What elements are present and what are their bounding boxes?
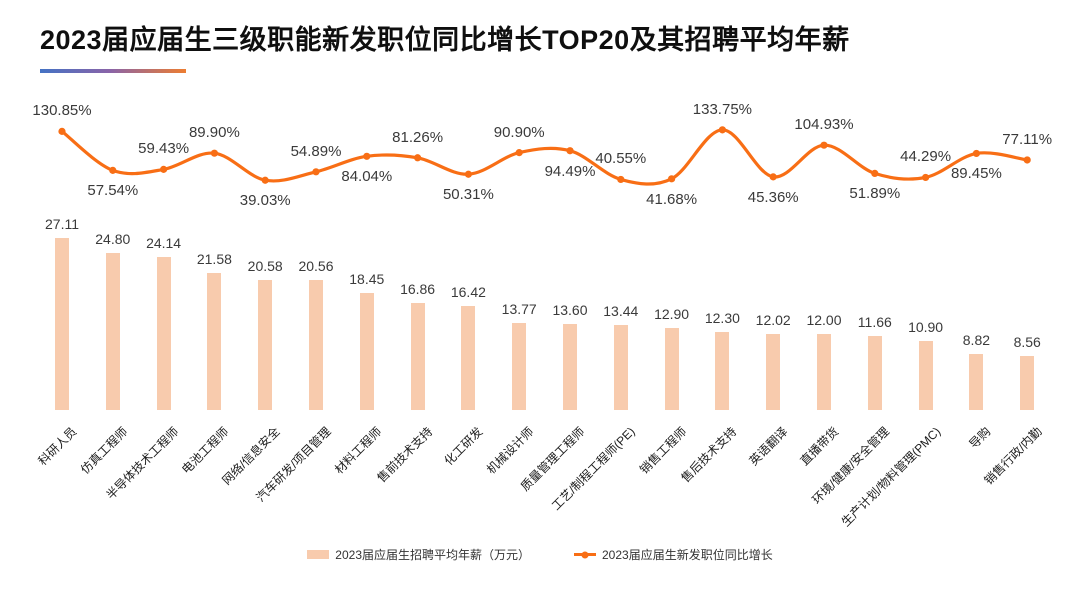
- salary-value-label: 20.58: [247, 257, 283, 274]
- bar-swatch-icon: [307, 550, 330, 559]
- salary-bar: [309, 279, 323, 410]
- title-underline: [40, 69, 186, 73]
- growth-value-label: 89.90%: [188, 124, 240, 142]
- salary-bar: [258, 279, 273, 410]
- growth-value-label: 104.93%: [794, 116, 854, 134]
- line-point-marker: [261, 176, 269, 184]
- line-point-marker: [58, 127, 66, 135]
- line-swatch-icon: [574, 551, 596, 558]
- line-point-marker: [160, 165, 168, 173]
- growth-value-label: 40.55%: [595, 150, 647, 168]
- salary-value-label: 27.11: [45, 216, 79, 233]
- salary-value-label: 11.66: [857, 314, 892, 331]
- salary-bar: [207, 273, 222, 410]
- salary-bar: [817, 333, 831, 410]
- salary-value-label: 21.58: [196, 251, 232, 268]
- growth-value-label: 50.31%: [442, 186, 494, 204]
- growth-value-label: 57.54%: [87, 182, 139, 200]
- salary-value-label: 18.45: [349, 271, 385, 288]
- salary-bar: [461, 305, 476, 410]
- legend-growth-label: 2023届应届生新发职位同比增长: [602, 548, 773, 562]
- line-point-marker: [769, 173, 777, 181]
- growth-value-label: 130.85%: [32, 102, 92, 120]
- line-point-marker: [871, 169, 879, 177]
- category-label: 导购: [966, 424, 994, 452]
- line-point-marker: [718, 126, 727, 134]
- growth-value-label: 51.89%: [849, 185, 901, 203]
- category-label: 化工研发: [441, 424, 486, 469]
- line-point-marker: [1023, 156, 1031, 164]
- salary-value-label: 13.44: [603, 302, 639, 319]
- salary-bar: [613, 324, 628, 410]
- salary-bar: [410, 303, 425, 410]
- legend-item-salary: 2023届应届生招聘平均年薪（万元）: [307, 546, 530, 563]
- category-label: 生产计划/物料管理(PMC): [838, 424, 943, 530]
- line-point-marker: [515, 149, 523, 157]
- salary-value-label: 16.42: [450, 283, 486, 300]
- salary-bar: [512, 322, 527, 410]
- growth-value-label: 54.89%: [290, 142, 342, 160]
- salary-value-label: 24.14: [146, 234, 182, 251]
- growth-value-label: 90.90%: [493, 123, 545, 141]
- salary-bar: [1020, 355, 1035, 410]
- salary-value-label: 24.80: [95, 230, 131, 247]
- salary-value-label: 13.77: [501, 300, 537, 317]
- growth-value-label: 44.29%: [900, 148, 952, 166]
- line-point-marker: [464, 170, 472, 178]
- legend-salary-label: 2023届应届生招聘平均年薪（万元）: [335, 548, 530, 562]
- salary-bar: [563, 323, 577, 410]
- salary-value-label: 12.00: [806, 311, 842, 328]
- legend-item-growth: 2023届应届生新发职位同比增长: [574, 546, 773, 563]
- salary-bar: [766, 333, 781, 410]
- salary-bar: [55, 238, 69, 410]
- category-label: 英语翻译: [746, 424, 791, 469]
- line-point-marker: [414, 154, 422, 162]
- salary-value-label: 12.30: [704, 310, 740, 327]
- growth-value-label: 59.43%: [138, 140, 190, 158]
- page-title: 2023届应届生三级职能新发职位同比增长TOP20及其招聘平均年薪: [40, 25, 850, 55]
- salary-value-label: 10.90: [908, 318, 944, 335]
- line-point-marker: [668, 175, 676, 183]
- line-point-marker: [820, 141, 828, 149]
- growth-value-label: 41.68%: [646, 190, 698, 208]
- growth-value-label: 45.36%: [747, 188, 799, 206]
- growth-value-label: 133.75%: [692, 100, 752, 118]
- salary-value-label: 8.82: [962, 332, 991, 349]
- salary-bar: [156, 256, 171, 410]
- growth-value-label: 39.03%: [239, 192, 291, 210]
- growth-value-label: 89.45%: [950, 165, 1002, 183]
- salary-bar: [105, 252, 120, 410]
- growth-value-label: 81.26%: [392, 128, 444, 146]
- salary-value-label: 12.02: [755, 311, 791, 328]
- salary-value-label: 13.60: [552, 301, 588, 318]
- salary-bar: [359, 293, 374, 410]
- salary-value-label: 20.56: [298, 257, 334, 274]
- category-label: 直播带货: [797, 424, 842, 469]
- salary-value-label: 12.90: [654, 306, 690, 323]
- salary-bar: [867, 336, 882, 410]
- growth-value-label: 84.04%: [341, 168, 393, 186]
- salary-value-label: 8.56: [1013, 333, 1041, 350]
- category-label: 科研人员: [35, 424, 80, 469]
- salary-bar: [969, 354, 984, 410]
- salary-bar: [918, 340, 933, 410]
- salary-bar: [664, 328, 679, 410]
- growth-value-label: 77.11%: [1002, 130, 1053, 148]
- salary-bar: [715, 332, 730, 410]
- line-dot-icon: [581, 551, 589, 558]
- salary-value-label: 16.86: [400, 281, 436, 298]
- chart-legend: 2023届应届生招聘平均年薪（万元） 2023届应届生新发职位同比增长: [0, 546, 1080, 563]
- line-point-marker: [109, 166, 117, 174]
